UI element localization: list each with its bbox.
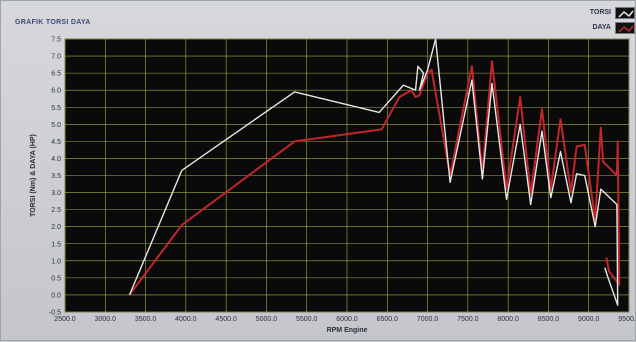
chart-title: GRAFIK TORSI DAYA xyxy=(15,19,91,26)
legend-label-daya: DAYA xyxy=(592,24,611,31)
x-axis: 2500.0 3000.0 3500.0 4000.0 4500.0 5000.0 5500… xyxy=(54,316,636,323)
y-tick-label: 6.0 xyxy=(51,88,61,95)
y-tick-label: 2.0 xyxy=(51,224,61,231)
x-tick-label: 4500.0 xyxy=(215,316,237,323)
y-tick-label: 3.5 xyxy=(51,173,61,180)
x-tick-label: 7000.0 xyxy=(417,316,439,323)
x-tick-label: 5000.0 xyxy=(256,316,278,323)
y-tick-label: -0.5 xyxy=(49,310,61,317)
y-tick-label: 7.0 xyxy=(51,54,61,61)
y-tick-label: 6.5 xyxy=(51,71,61,78)
series-layer xyxy=(128,38,621,306)
x-tick-label: 4000.0 xyxy=(175,316,197,323)
x-tick-label: 9500.0 xyxy=(618,316,636,323)
x-tick-label: 3500.0 xyxy=(135,316,157,323)
y-tick-label: 2.5 xyxy=(51,207,61,214)
y-axis-title: TORSI (Nm) & DAYA (HP) xyxy=(30,134,37,217)
x-tick-label: 2500.0 xyxy=(54,316,76,323)
y-tick-label: 5.0 xyxy=(51,122,61,129)
x-tick-label: 8000.0 xyxy=(497,316,519,323)
legend-swatch-torsi[interactable] xyxy=(615,7,635,19)
legend: TORSI DAYA xyxy=(559,5,635,35)
y-tick-label: 1.5 xyxy=(51,241,61,248)
y-tick-label: 7.5 xyxy=(51,37,61,44)
y-tick-label: 4.0 xyxy=(51,156,61,163)
y-tick-label: 1.0 xyxy=(51,258,61,265)
legend-item-torsi[interactable]: TORSI xyxy=(559,7,635,20)
y-axis: -0.5 0.0 0.5 1.0 1.5 2.0 2.5 3.0 3.5 4.0 4.5 5.0 5.5… xyxy=(49,37,61,317)
y-tick-label: 0.0 xyxy=(51,292,61,299)
series-line-torsi xyxy=(128,38,619,306)
y-tick-label: 0.5 xyxy=(51,275,61,282)
legend-label-torsi: TORSI xyxy=(589,9,611,16)
series-line-daya xyxy=(128,60,621,296)
x-tick-label: 3000.0 xyxy=(95,316,117,323)
legend-swatch-daya[interactable] xyxy=(615,22,635,34)
x-tick-label: 6000.0 xyxy=(336,316,358,323)
x-axis-title: RPM Engine xyxy=(327,327,368,334)
x-tick-label: 9000.0 xyxy=(578,316,600,323)
x-tick-label: 7500.0 xyxy=(457,316,479,323)
x-tick-label: 6500.0 xyxy=(377,316,399,323)
y-tick-label: 4.5 xyxy=(51,139,61,146)
x-tick-label: 8500.0 xyxy=(538,316,560,323)
x-tick-label: 5500.0 xyxy=(296,316,318,323)
y-tick-label: 5.5 xyxy=(51,105,61,112)
y-tick-label: 3.0 xyxy=(51,190,61,197)
grid xyxy=(64,38,630,313)
legend-item-daya[interactable]: DAYA xyxy=(559,22,635,35)
